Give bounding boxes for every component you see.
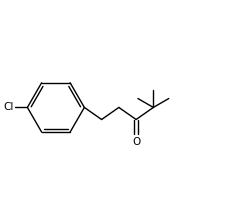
- Text: O: O: [132, 137, 140, 147]
- Text: Cl: Cl: [3, 102, 14, 112]
